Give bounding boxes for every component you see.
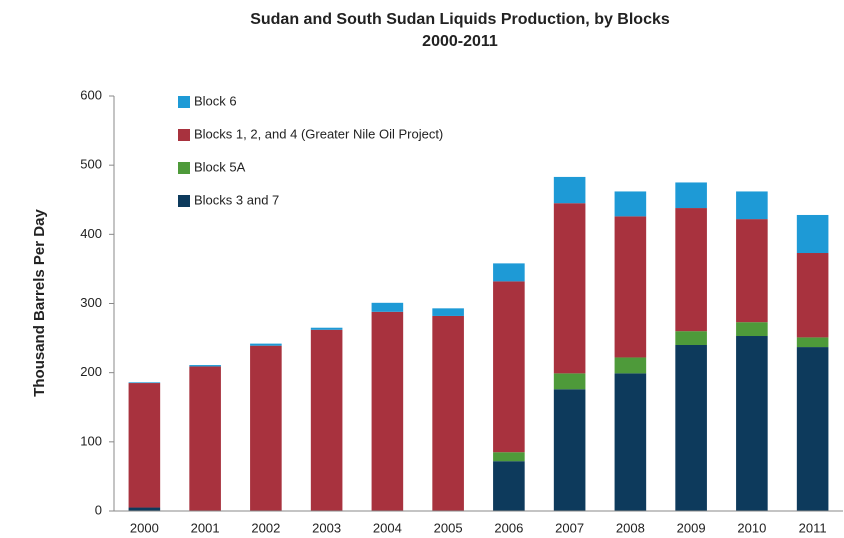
bar-segment — [614, 373, 647, 511]
bar-segment — [432, 308, 464, 316]
bar-segment — [796, 214, 829, 254]
bar-segment — [675, 182, 707, 209]
bar-segment — [553, 203, 586, 374]
bar-segment — [128, 507, 161, 511]
y-tick-label: 400 — [80, 226, 102, 241]
bar-segment — [371, 311, 404, 511]
x-tick-label: 2005 — [434, 520, 463, 535]
bar-segment — [493, 263, 525, 282]
bar-segment — [614, 357, 647, 374]
legend-label: Block 5A — [194, 159, 246, 174]
legend-swatch — [178, 162, 190, 174]
y-axis-label: Thousand Barrels Per Day — [31, 209, 48, 397]
bar-segment — [614, 216, 647, 358]
bar-segment — [310, 329, 343, 511]
bar-segment — [128, 383, 161, 508]
legend-swatch — [178, 129, 190, 141]
bar-segment — [189, 365, 221, 367]
x-tick-label: 2007 — [555, 520, 584, 535]
legend-label: Block 6 — [194, 93, 237, 108]
chart-subtitle: 2000-2011 — [422, 33, 498, 50]
legend-swatch — [178, 195, 190, 207]
x-tick-label: 2004 — [373, 520, 402, 535]
bar-segment — [432, 315, 464, 511]
x-tick-label: 2006 — [494, 520, 523, 535]
bar-segment — [736, 191, 768, 220]
bar-segment — [371, 302, 404, 312]
bar-segment — [250, 343, 282, 346]
bar-segment — [553, 176, 586, 204]
bar-segment — [796, 253, 829, 338]
y-tick-label: 300 — [80, 295, 102, 310]
bar-segment — [736, 322, 768, 337]
bar-segment — [736, 336, 768, 511]
y-tick-label: 500 — [80, 157, 102, 172]
legend-swatch — [178, 96, 190, 108]
bar-segment — [675, 345, 707, 511]
x-tick-label: 2003 — [312, 520, 341, 535]
bar-segment — [493, 452, 525, 462]
x-tick-label: 2008 — [616, 520, 645, 535]
y-tick-label: 200 — [80, 364, 102, 379]
x-tick-label: 2002 — [251, 520, 280, 535]
x-tick-label: 2000 — [130, 520, 159, 535]
bar-segment — [493, 281, 525, 453]
bar-segment — [250, 345, 282, 511]
bar-segment — [493, 461, 525, 511]
bar-segment — [553, 373, 586, 390]
bar-segment — [614, 191, 647, 217]
bar-segment — [736, 219, 768, 323]
x-tick-label: 2001 — [191, 520, 220, 535]
chart-title: Sudan and South Sudan Liquids Production… — [250, 11, 670, 28]
legend-label: Blocks 1, 2, and 4 (Greater Nile Oil Pro… — [194, 126, 443, 141]
bar-segment — [796, 347, 829, 511]
bar-segment — [796, 337, 829, 348]
bar-segment — [189, 366, 221, 511]
x-tick-label: 2011 — [799, 520, 827, 535]
bar-segment — [675, 331, 707, 345]
y-tick-label: 0 — [95, 502, 102, 517]
bar-segment — [675, 208, 707, 332]
y-tick-label: 600 — [80, 87, 102, 102]
bar-segment — [553, 389, 586, 511]
bar-segment — [128, 382, 161, 384]
bar-segment — [310, 327, 343, 330]
x-tick-label: 2009 — [677, 520, 706, 535]
x-tick-label: 2010 — [737, 520, 766, 535]
legend-label: Blocks 3 and 7 — [194, 192, 279, 207]
y-tick-label: 100 — [80, 433, 102, 448]
